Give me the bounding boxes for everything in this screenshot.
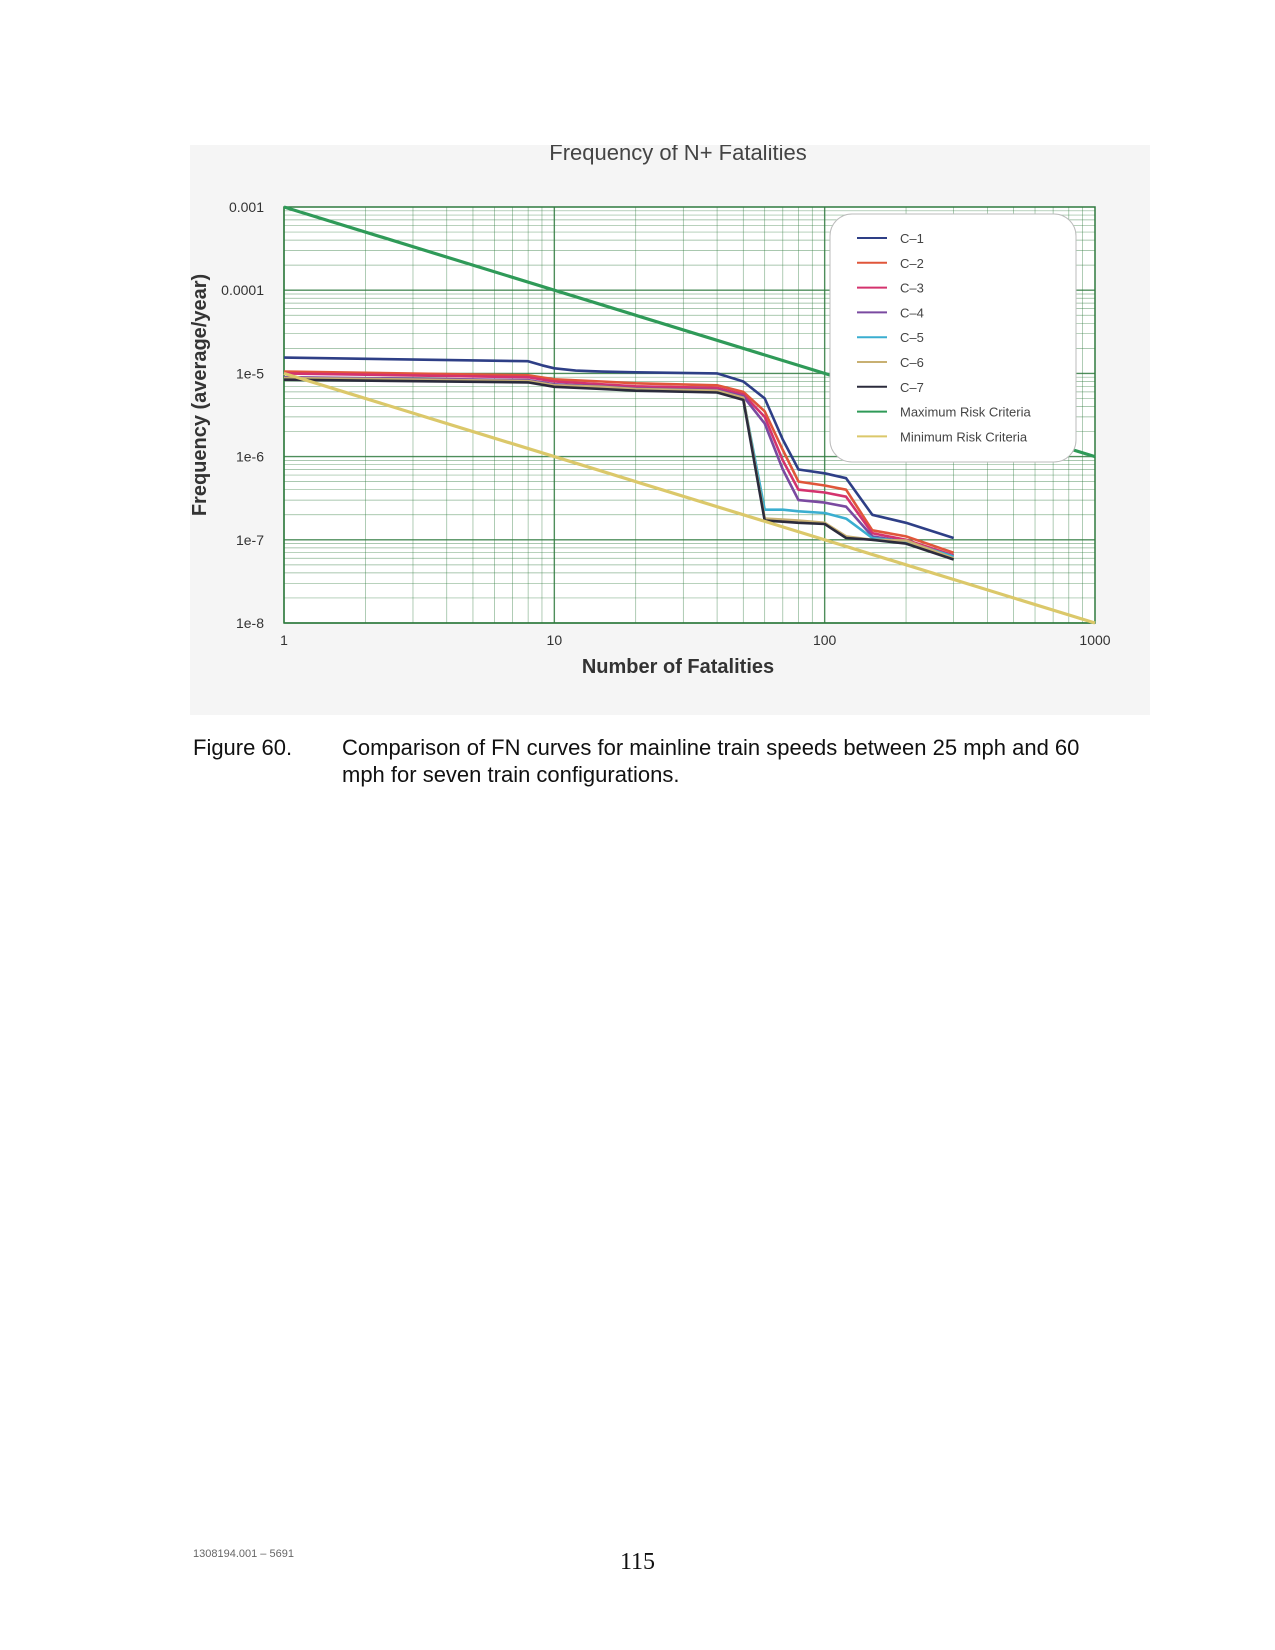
legend-box xyxy=(829,213,1077,463)
figure-label: Figure 60. xyxy=(193,735,293,760)
y-tick-label: 1e-5 xyxy=(236,365,264,381)
x-tick-label: 1 xyxy=(280,632,288,648)
y-tick-label: 1e-7 xyxy=(236,532,264,548)
axis-ticks: 1 10 100 1000 0.001 0.0001 1e-5 1e-6 1e-7 1e-8 xyxy=(221,199,1111,648)
y-tick-label: 1e-6 xyxy=(236,449,264,465)
figure-caption-text: Comparison of FN curves for mainline tra… xyxy=(342,735,1080,787)
y-axis-label: Frequency (average/year) xyxy=(190,274,211,516)
y-tick-label: 0.0001 xyxy=(221,282,264,298)
series-line-c-1 xyxy=(283,356,954,540)
series-line-c-2 xyxy=(283,370,955,554)
x-tick-label: 10 xyxy=(547,632,563,648)
legend-label: C–3 xyxy=(900,281,924,296)
chart-title: Frequency of N+ Fatalities xyxy=(549,145,806,165)
series-line-minimum-risk-criteria xyxy=(283,371,1096,625)
document-id: 1308194.001 – 5691 xyxy=(193,1548,294,1560)
legend-label: Maximum Risk Criteria xyxy=(900,405,1032,420)
y-tick-label: 1e-8 xyxy=(236,615,264,631)
x-tick-label: 100 xyxy=(813,632,837,648)
legend-label: C–6 xyxy=(900,355,924,370)
x-axis-label: Number of Fatalities xyxy=(582,656,774,678)
legend: C–1 C–2 C–3 C–4 C–5 C–6 C–7 Maximum Risk Criter… xyxy=(829,213,1077,463)
legend-label: C–2 xyxy=(900,256,924,271)
fn-chart-svg: Frequency of N+ Fatalities 1 10 100 1000 0.0… xyxy=(190,145,1111,678)
page-number: 115 xyxy=(619,1549,656,1575)
legend-label: C–5 xyxy=(900,330,924,345)
legend-label: C–4 xyxy=(900,305,924,320)
legend-label: C–1 xyxy=(900,231,924,246)
series-line-c-3 xyxy=(283,372,955,557)
series-lines xyxy=(283,205,1096,625)
x-tick-label: 1000 xyxy=(1079,632,1110,648)
legend-label: Minimum Risk Criteria xyxy=(900,429,1028,444)
y-tick-label: 0.001 xyxy=(229,199,264,215)
fn-chart: Frequency of N+ Fatalities 1 10 100 1000 0.0… xyxy=(190,145,1150,715)
legend-label: C–7 xyxy=(900,380,924,395)
